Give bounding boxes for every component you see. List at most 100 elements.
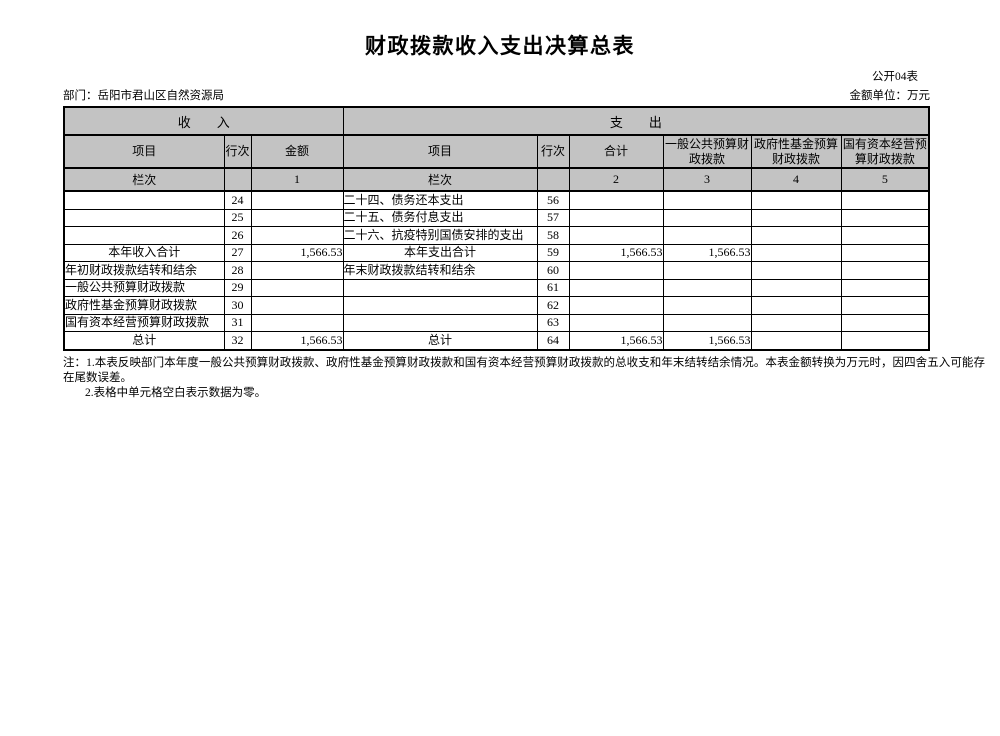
table-cell: 1,566.53 — [662, 331, 752, 350]
table-cell: 32 — [223, 331, 252, 350]
table-cell — [568, 296, 664, 315]
col-header-general-public-budget: 一般公共预算财政拨款 — [662, 134, 752, 169]
col-header-expense-line-no: 行次 — [536, 134, 570, 169]
table-cell: 58 — [536, 226, 570, 245]
table-cell — [662, 190, 752, 210]
table-row: 本年收入合计 27 1,566.53 本年支出合计 59 1,566.53 1,… — [63, 243, 930, 262]
table-cell: 1,566.53 — [250, 243, 344, 262]
table-cell — [840, 278, 930, 297]
col-header-expense-total: 合计 — [568, 134, 664, 169]
col-header-expense-item: 项目 — [342, 134, 538, 169]
table-cell — [250, 313, 344, 332]
table-cell — [750, 243, 842, 262]
table-cell: 1,566.53 — [662, 243, 752, 262]
col-header-state-capital-budget: 国有资本经营预算财政拨款 — [840, 134, 930, 169]
table-row: 25 二十五、债务付息支出 57 — [63, 208, 930, 227]
table-cell: 26 — [223, 226, 252, 245]
table-cell: 1,566.53 — [568, 243, 664, 262]
column-header-row: 项目 行次 金额 项目 行次 合计 一般公共预算财政拨款 政府性基金预算财政拨款… — [63, 134, 930, 169]
table-code: 公开04表 — [872, 71, 918, 83]
table-cell — [662, 226, 752, 245]
table-cell — [568, 226, 664, 245]
table-cell — [342, 296, 538, 315]
table-cell — [568, 313, 664, 332]
table-row: 政府性基金预算财政拨款 30 62 — [63, 296, 930, 315]
table-cell: 政府性基金预算财政拨款 — [63, 296, 225, 315]
table-row: 国有资本经营预算财政拨款 31 63 — [63, 313, 930, 332]
unit-label: 金额单位：万元 — [849, 90, 931, 102]
table-cell: 1,566.53 — [568, 331, 664, 350]
footnote-1: 注：1.本表反映部门本年度一般公共预算财政拨款、政府性基金预算财政拨款和国有资本… — [63, 356, 985, 384]
index-col-2: 2 — [568, 167, 664, 192]
index-col-5: 5 — [840, 167, 930, 192]
department-label: 部门：岳阳市君山区自然资源局 — [63, 90, 224, 102]
index-expense-label: 栏次 — [342, 167, 538, 192]
table-cell: 31 — [223, 313, 252, 332]
expense-section-header: 支 出 — [342, 106, 930, 136]
page-title: 财政拨款收入支出决算总表 — [365, 34, 635, 58]
table-cell — [63, 190, 225, 210]
table-cell — [250, 278, 344, 297]
table-cell: 56 — [536, 190, 570, 210]
table-cell: 本年支出合计 — [342, 243, 538, 262]
table-cell — [840, 296, 930, 315]
col-header-income-line-no: 行次 — [223, 134, 252, 169]
meta-line: 部门：岳阳市君山区自然资源局 金额单位：万元 — [63, 87, 930, 103]
table-row: 年初财政拨款结转和结余 28 年末财政拨款结转和结余 60 — [63, 261, 930, 280]
col-header-income-item: 项目 — [63, 134, 225, 169]
table-cell — [250, 296, 344, 315]
table-cell — [250, 226, 344, 245]
table-cell — [840, 226, 930, 245]
table-cell: 60 — [536, 261, 570, 280]
table-row: 26 二十六、抗疫特别国债安排的支出 58 — [63, 226, 930, 245]
table-cell — [840, 190, 930, 210]
table-cell: 25 — [223, 208, 252, 227]
document-page: 财政拨款收入支出决算总表 公开04表 部门：岳阳市君山区自然资源局 金额单位：万… — [0, 30, 1000, 401]
table-cell — [568, 261, 664, 280]
table-cell: 总计 — [63, 331, 225, 350]
table-cell: 28 — [223, 261, 252, 280]
income-section-header: 收 入 — [63, 106, 344, 136]
table-cell — [342, 278, 538, 297]
table-cell — [250, 190, 344, 210]
table-cell — [840, 208, 930, 227]
table-cell: 年末财政拨款结转和结余 — [342, 261, 538, 280]
table-cell — [750, 261, 842, 280]
table-cell: 本年收入合计 — [63, 243, 225, 262]
col-header-government-fund-budget: 政府性基金预算财政拨款 — [750, 134, 842, 169]
table-cell: 57 — [536, 208, 570, 227]
table-cell — [750, 278, 842, 297]
table-cell — [568, 190, 664, 210]
table-row: 24 二十四、债务还本支出 56 — [63, 190, 930, 210]
fiscal-appropriation-table: 收 入 支 出 项目 行次 金额 项目 行次 合计 一般公共预算财政拨款 政府性… — [63, 106, 931, 351]
table-cell: 62 — [536, 296, 570, 315]
table-cell: 30 — [223, 296, 252, 315]
table-cell: 二十六、抗疫特别国债安排的支出 — [342, 226, 538, 245]
table-cell — [662, 208, 752, 227]
table-cell — [568, 278, 664, 297]
table-cell — [840, 243, 930, 262]
table-cell: 24 — [223, 190, 252, 210]
table-cell — [250, 208, 344, 227]
footnote-2: 2.表格中单元格空白表示数据为零。 — [85, 386, 267, 399]
table-cell — [63, 226, 225, 245]
table-cell: 国有资本经营预算财政拨款 — [63, 313, 225, 332]
table-cell — [662, 261, 752, 280]
table-cell: 二十五、债务付息支出 — [342, 208, 538, 227]
table-cell: 27 — [223, 243, 252, 262]
section-header-row: 收 入 支 出 — [63, 106, 930, 136]
table-cell — [840, 313, 930, 332]
table-cell: 29 — [223, 278, 252, 297]
table-cell — [750, 208, 842, 227]
table-cell — [750, 190, 842, 210]
footnotes: 注：1.本表反映部门本年度一般公共预算财政拨款、政府性基金预算财政拨款和国有资本… — [63, 356, 985, 401]
table-cell — [750, 331, 842, 350]
table-cell: 总计 — [342, 331, 538, 350]
table-cell — [63, 208, 225, 227]
table-row: 一般公共预算财政拨款 29 61 — [63, 278, 930, 297]
table-cell — [568, 208, 664, 227]
table-cell — [250, 261, 344, 280]
table-cell — [662, 296, 752, 315]
table-cell — [840, 261, 930, 280]
table-cell: 64 — [536, 331, 570, 350]
